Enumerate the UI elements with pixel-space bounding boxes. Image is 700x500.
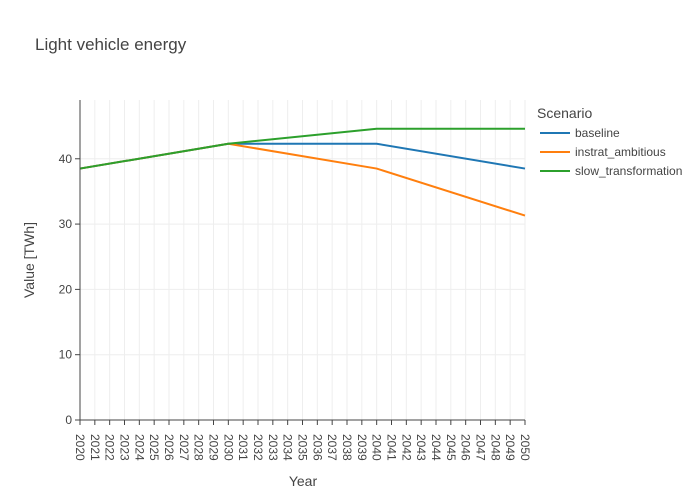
x-tick-label: 2040 bbox=[370, 434, 384, 461]
x-tick-label: 2050 bbox=[518, 434, 532, 461]
x-tick-label: 2039 bbox=[355, 434, 369, 461]
x-gridlines bbox=[94, 100, 526, 420]
x-tick-label: 2043 bbox=[414, 434, 428, 461]
y-axis-ticks: 0 10 20 30 40 bbox=[59, 152, 80, 427]
x-tick-label: 2030 bbox=[221, 434, 235, 461]
legend-item-slow-transformation[interactable]: slow_transformation bbox=[540, 164, 682, 178]
y-tick-label: 40 bbox=[59, 152, 73, 166]
legend-items[interactable]: baseline instrat_ambitious slow_transforma… bbox=[540, 126, 682, 178]
x-tick-label: 2036 bbox=[310, 434, 324, 461]
x-tick-label: 2041 bbox=[385, 434, 399, 461]
x-tick-label: 2044 bbox=[429, 434, 443, 461]
y-tick-label: 10 bbox=[59, 348, 73, 362]
x-tick-label: 2027 bbox=[177, 434, 191, 461]
x-tick-label: 2046 bbox=[459, 434, 473, 461]
series-line-slow-transformation bbox=[79, 127, 525, 170]
x-axis-title: Year bbox=[289, 473, 318, 489]
x-tick-label: 2032 bbox=[251, 434, 265, 461]
legend-label: baseline bbox=[575, 126, 620, 140]
legend[interactable]: Scenario baseline instrat_ambitious slow_t… bbox=[537, 105, 682, 178]
x-tick-label: 2028 bbox=[192, 434, 206, 461]
legend-item-baseline[interactable]: baseline bbox=[540, 126, 620, 140]
x-tick-label: 2038 bbox=[340, 434, 354, 461]
x-tick-label: 2025 bbox=[147, 434, 161, 461]
x-tick-label: 2029 bbox=[207, 434, 221, 461]
y-tick-label: 20 bbox=[59, 282, 73, 296]
x-tick-label: 2020 bbox=[73, 434, 87, 461]
legend-title: Scenario bbox=[537, 105, 592, 121]
x-axis-ticks: 2020 2021 2022 2023 2024 2025 2026 2027 2028 2029… bbox=[73, 420, 532, 461]
x-tick-label: 2022 bbox=[103, 434, 117, 461]
x-tick-label: 2045 bbox=[444, 434, 458, 461]
x-tick-label: 2034 bbox=[281, 434, 295, 461]
x-tick-label: 2024 bbox=[132, 434, 146, 461]
x-tick-label: 2021 bbox=[88, 434, 102, 461]
x-tick-label: 2023 bbox=[118, 434, 132, 461]
y-gridlines bbox=[80, 158, 525, 356]
x-tick-label: 2037 bbox=[325, 434, 339, 461]
series-lines bbox=[79, 127, 526, 217]
x-tick-label: 2035 bbox=[296, 434, 310, 461]
x-tick-label: 2033 bbox=[266, 434, 280, 461]
x-tick-label: 2042 bbox=[399, 434, 413, 461]
legend-label: slow_transformation bbox=[575, 164, 682, 178]
y-axis-title: Value [TWh] bbox=[21, 222, 37, 298]
x-tick-label: 2031 bbox=[236, 434, 250, 461]
y-tick-label: 0 bbox=[65, 413, 72, 427]
y-tick-label: 30 bbox=[59, 217, 73, 231]
x-tick-label: 2049 bbox=[503, 434, 517, 461]
x-tick-label: 2047 bbox=[474, 434, 488, 461]
legend-label: instrat_ambitious bbox=[575, 145, 666, 159]
x-tick-label: 2026 bbox=[162, 434, 176, 461]
legend-item-instrat-ambitious[interactable]: instrat_ambitious bbox=[540, 145, 666, 159]
chart-title: Light vehicle energy bbox=[35, 35, 187, 54]
x-tick-label: 2048 bbox=[488, 434, 502, 461]
